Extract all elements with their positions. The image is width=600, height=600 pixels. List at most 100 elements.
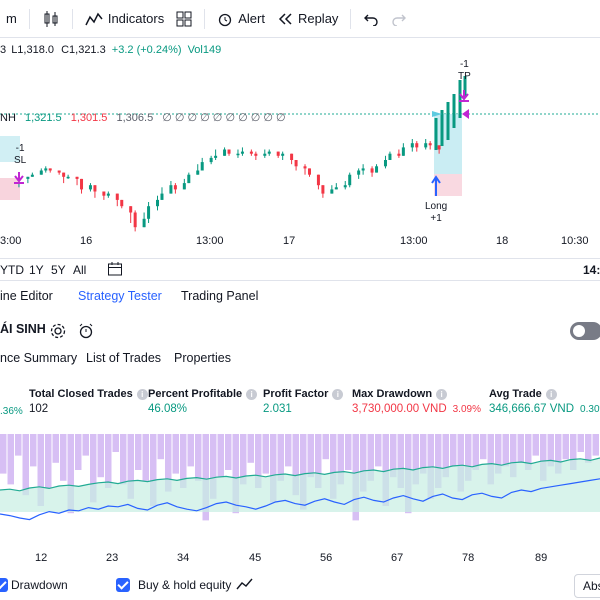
equity-area (0, 458, 600, 512)
candle-body (48, 168, 52, 171)
trade-tick: 56 (320, 552, 333, 564)
drawdown-bar (345, 434, 352, 470)
range-5y-button[interactable]: 5Y (51, 263, 66, 277)
trade-tick: 23 (106, 552, 119, 564)
candle-body (88, 185, 92, 190)
deep-backtest-toggle[interactable] (570, 322, 600, 340)
interval-label: m (6, 11, 17, 26)
long-loss-zone (434, 174, 462, 196)
range-all-button[interactable]: All (73, 263, 87, 277)
drawdown-bar (7, 434, 14, 485)
line-chart-icon (236, 578, 253, 590)
drawdown-bar (502, 434, 509, 467)
drawdown-bar (37, 434, 44, 506)
interval-button[interactable]: m (0, 0, 23, 37)
drawdown-bar (285, 434, 292, 467)
long-entry-marker (431, 175, 441, 196)
alert-button[interactable]: Alert (211, 0, 271, 37)
info-icon[interactable]: i (136, 388, 148, 400)
drawdown-bar (142, 434, 149, 481)
long-label: Long (425, 201, 448, 212)
metric-value: 102 (29, 403, 49, 415)
trade-tick: 78 (462, 552, 475, 564)
drawdown-bar (307, 434, 314, 478)
sl-label: SL (14, 155, 27, 166)
equity-chart[interactable] (0, 432, 600, 550)
info-icon[interactable]: i (332, 388, 344, 400)
buy-hold-checkbox[interactable] (116, 578, 130, 592)
ohlc-volume: Vol149 (187, 44, 222, 56)
metric-label: Total Closed Trades (29, 388, 133, 400)
candle-body (463, 76, 467, 96)
replay-icon (278, 12, 292, 25)
drawdown-bar (210, 434, 217, 499)
candlestick-icon (44, 10, 58, 27)
info-icon[interactable]: i (545, 388, 557, 400)
calendar-icon[interactable] (107, 261, 123, 277)
metric-value: 2.031 (263, 403, 292, 415)
drawdown-bar (322, 434, 329, 460)
info-icon[interactable]: i (246, 388, 258, 400)
tab-properties[interactable]: Properties (174, 351, 231, 365)
candle-body (147, 206, 151, 219)
drawdown-bar (547, 434, 554, 467)
tab-trading-panel[interactable]: Trading Panel (181, 289, 259, 303)
metric-partial: .36% (0, 405, 23, 417)
layouts-button[interactable] (170, 0, 198, 37)
drawdown-checkbox[interactable] (0, 578, 8, 592)
redo-button[interactable] (385, 0, 413, 37)
candle-body (120, 199, 124, 207)
redo-icon (392, 14, 407, 26)
alert-label: Alert (238, 11, 265, 26)
drawdown-bar (60, 434, 67, 481)
tp-annotation: -1 TP (458, 59, 471, 83)
ohlc-close: C1,321.3 (61, 44, 106, 56)
drawdown-bar (510, 434, 517, 478)
candle-body (209, 157, 213, 163)
candle-body (196, 170, 200, 175)
candle-body (343, 185, 347, 188)
chart-type-button[interactable] (36, 0, 66, 37)
candle-body (156, 199, 160, 207)
drawdown-bar (337, 434, 344, 485)
indicators-button[interactable]: Indicators (79, 0, 170, 37)
drawdown-bar (300, 434, 307, 510)
drawdown-bar (315, 434, 322, 488)
info-icon[interactable]: i (436, 388, 448, 400)
replay-button[interactable]: Replay (271, 0, 344, 37)
candle-body (236, 153, 240, 156)
candle-body (160, 193, 164, 200)
range-bar: YTD 1Y 5Y All 14: (0, 258, 600, 281)
tab-list-of-trades[interactable]: List of Trades (86, 351, 162, 365)
range-1y-button[interactable]: 1Y (29, 263, 44, 277)
settings-icon[interactable] (50, 323, 66, 339)
sl-zone (0, 136, 20, 162)
ohlc-low: L1,318.0 (11, 44, 55, 56)
candle-body (169, 185, 173, 194)
candle-body (410, 143, 414, 148)
metric-percent-profitable: Percent Profitable i 46.08% (148, 388, 258, 415)
drawdown-bar (487, 434, 494, 485)
metric-partial-value: .36% (0, 406, 23, 417)
drawdown-bar (457, 434, 464, 492)
drawdown-bar (150, 434, 157, 506)
drawdown-bar (52, 434, 59, 463)
tab-performance-summary[interactable]: nce Summary (0, 351, 78, 365)
undo-button[interactable] (357, 0, 385, 37)
tab-pine-editor[interactable]: ine Editor (0, 289, 53, 303)
alarm-icon[interactable] (78, 323, 94, 339)
range-ytd-button[interactable]: YTD (0, 263, 24, 277)
metric-value: 346,666.67 VND (489, 403, 575, 415)
drawdown-bar (555, 434, 562, 474)
candle-body (446, 102, 450, 140)
candle-body (357, 170, 361, 175)
time-axis[interactable]: 3:00 16 13:00 17 13:00 18 10:30 (0, 235, 600, 255)
strategy-name: ÁI SINH (0, 322, 46, 336)
absolute-toggle-button[interactable]: Abs (574, 574, 600, 598)
price-chart[interactable] (0, 38, 600, 235)
tab-strategy-tester[interactable]: Strategy Tester (78, 289, 162, 303)
toolbar-divider (350, 8, 352, 29)
drawdown-bar (450, 434, 457, 467)
drawdown-bar (420, 434, 427, 474)
drawdown-bar (495, 434, 502, 474)
